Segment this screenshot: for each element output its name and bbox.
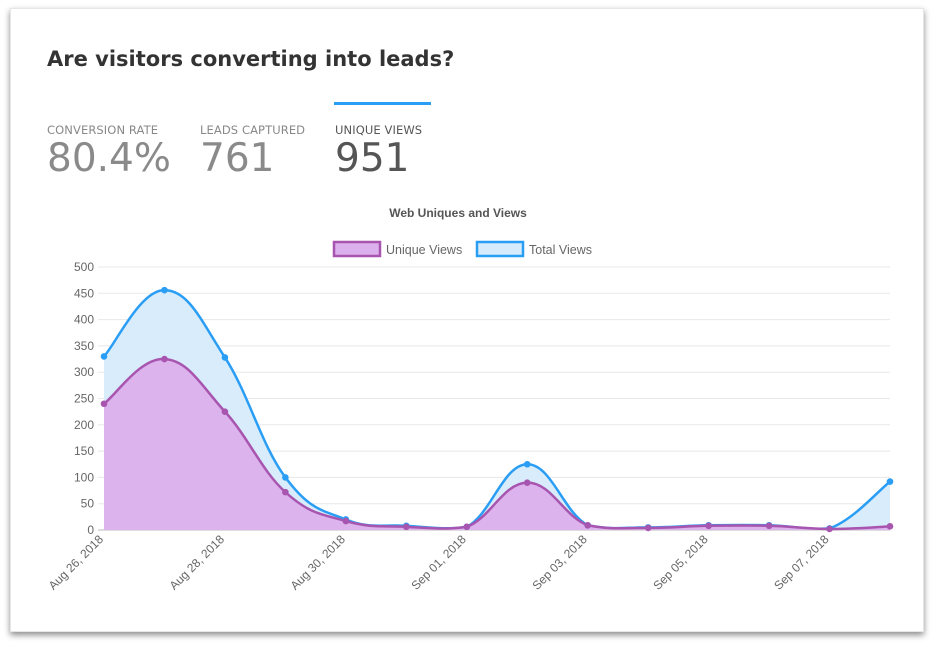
- data-point-unique-views: [100, 400, 108, 408]
- chart-title: Web Uniques and Views: [389, 206, 527, 220]
- stat-unique-views[interactable]: UNIQUE VIEWS 951: [335, 123, 422, 178]
- data-point-total-views: [100, 353, 108, 360]
- data-point-unique-views: [282, 488, 289, 496]
- series-area-unique-views: [104, 359, 890, 530]
- stat-value: 761: [200, 136, 275, 181]
- data-point-unique-views: [221, 408, 229, 415]
- y-tick-label: 150: [74, 444, 94, 458]
- data-point-unique-views: [584, 521, 591, 529]
- y-tick-label: 400: [74, 313, 94, 327]
- data-point-unique-views: [765, 522, 773, 530]
- x-tick-label: Aug 28, 2018: [167, 532, 228, 593]
- data-point-total-views: [161, 286, 168, 294]
- legend-label: Unique Views: [386, 243, 462, 257]
- y-tick-label: 500: [74, 260, 94, 274]
- data-point-unique-views: [826, 525, 833, 533]
- data-point-unique-views: [523, 479, 531, 486]
- y-tick-label: 0: [87, 523, 94, 537]
- data-point-unique-views: [403, 523, 410, 531]
- data-point-unique-views: [644, 524, 652, 532]
- x-tick-label: Sep 03, 2018: [529, 532, 590, 593]
- y-tick-label: 300: [74, 365, 94, 379]
- y-tick-label: 200: [74, 418, 94, 432]
- data-point-total-views: [523, 460, 531, 468]
- data-point-total-views: [282, 474, 289, 481]
- legend-swatch: [332, 240, 382, 258]
- x-tick-label: Aug 26, 2018: [46, 532, 107, 593]
- y-tick-label: 250: [74, 392, 94, 406]
- data-point-unique-views: [705, 522, 712, 530]
- stat-leads-captured[interactable]: LEADS CAPTURED 761: [200, 123, 305, 178]
- data-point-unique-views: [886, 523, 894, 530]
- data-point-total-views: [221, 354, 229, 361]
- stat-conversion-rate[interactable]: CONVERSION RATE 80.4%: [47, 123, 171, 178]
- x-tick-label: Sep 05, 2018: [650, 532, 711, 593]
- stat-label: CONVERSION RATE: [47, 123, 159, 137]
- y-tick-label: 350: [74, 339, 94, 353]
- y-tick-label: 100: [74, 470, 94, 484]
- x-tick-label: Sep 07, 2018: [771, 532, 832, 593]
- stat-label: UNIQUE VIEWS: [335, 123, 423, 137]
- x-tick-label: Sep 01, 2018: [408, 532, 469, 593]
- legend-label: Total Views: [529, 243, 592, 257]
- y-tick-label: 50: [81, 497, 95, 511]
- card-title: Are visitors converting into leads?: [47, 47, 455, 71]
- stat-value: 951: [335, 136, 410, 181]
- x-tick-label: Aug 30, 2018: [288, 532, 349, 593]
- data-point-total-views: [886, 478, 894, 485]
- active-tab-indicator: [334, 102, 431, 105]
- data-point-unique-views: [463, 523, 471, 531]
- stat-label: LEADS CAPTURED: [200, 123, 306, 137]
- data-point-unique-views: [161, 355, 168, 363]
- stat-value: 80.4%: [47, 136, 171, 181]
- y-tick-label: 450: [74, 286, 94, 300]
- legend-swatch: [475, 240, 525, 258]
- data-point-unique-views: [342, 517, 350, 525]
